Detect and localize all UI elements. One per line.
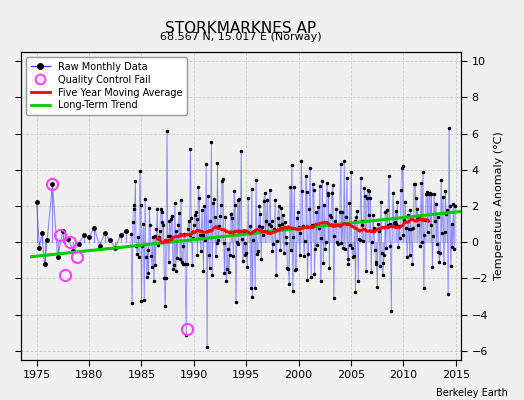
Y-axis label: Temperature Anomaly (°C): Temperature Anomaly (°C) bbox=[494, 132, 504, 280]
Text: Berkeley Earth: Berkeley Earth bbox=[436, 388, 508, 398]
Text: 68.567 N, 15.017 E (Norway): 68.567 N, 15.017 E (Norway) bbox=[160, 32, 322, 42]
Legend: Raw Monthly Data, Quality Control Fail, Five Year Moving Average, Long-Term Tren: Raw Monthly Data, Quality Control Fail, … bbox=[26, 57, 187, 115]
Title: STORKMARKNES AP: STORKMARKNES AP bbox=[166, 20, 316, 36]
